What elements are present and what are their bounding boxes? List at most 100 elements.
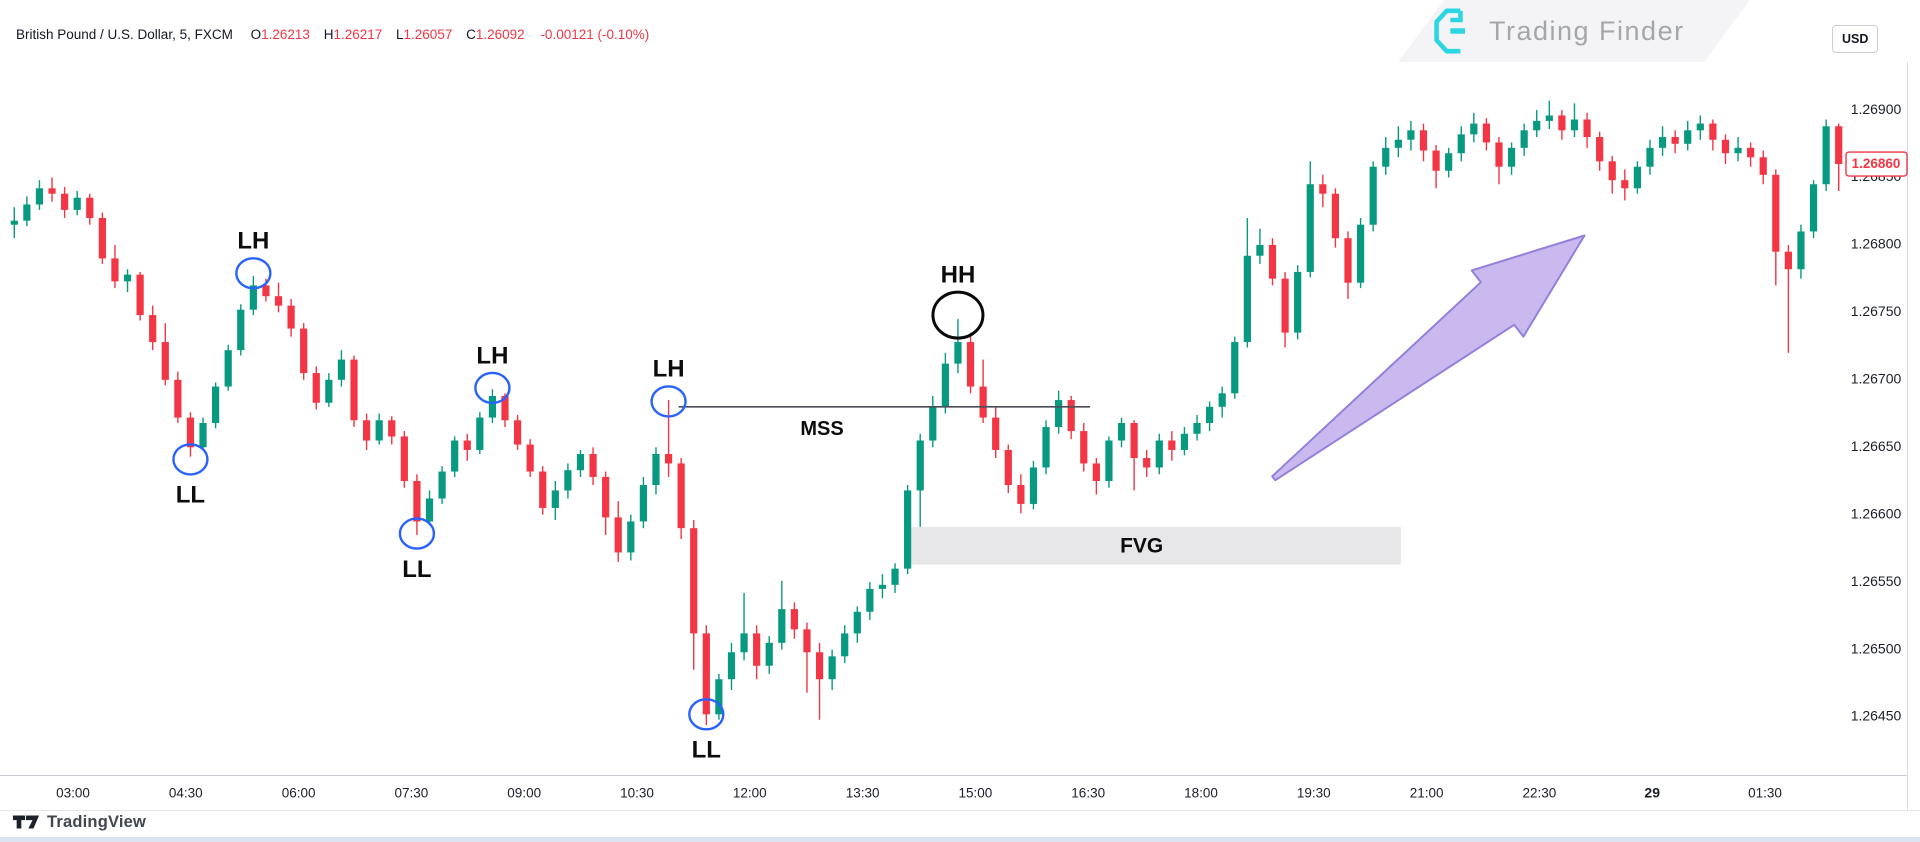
candle-body [23, 204, 31, 221]
candle-body [1155, 440, 1163, 468]
candle-body [1784, 251, 1792, 270]
fvg-zone [911, 526, 1401, 565]
swing-circle-ll [172, 443, 209, 476]
ohlc-low-label: L [396, 27, 404, 42]
candle-body [1507, 147, 1516, 167]
candle-body [878, 584, 887, 589]
candle-body [274, 296, 283, 306]
candle-body [891, 568, 899, 585]
swing-circle-ll [398, 517, 436, 550]
candle-body [1696, 123, 1704, 131]
candle-body [1268, 244, 1277, 279]
candle-body [1042, 427, 1050, 468]
candle-body [1797, 231, 1805, 270]
candle-body [35, 188, 44, 205]
candle-body [1671, 137, 1679, 144]
candle-body [1835, 126, 1843, 165]
candle-body [1709, 123, 1717, 140]
time-axis-label: 22:30 [1523, 786, 1557, 801]
candle-body [1747, 147, 1755, 158]
candle-body [1168, 440, 1176, 450]
candle-body [413, 480, 421, 522]
candle-body [564, 470, 572, 491]
candle-body [828, 656, 836, 680]
time-axis-label: 12:00 [733, 786, 767, 801]
swing-label-lh: LH [653, 356, 685, 383]
time-axis-label: 21:00 [1410, 786, 1444, 801]
candle-body [904, 490, 912, 569]
candle-body [1319, 184, 1327, 194]
candle-body [1545, 115, 1553, 121]
candle-body [1306, 184, 1314, 272]
swing-label-ll: LL [176, 482, 205, 509]
candle-body [1205, 406, 1214, 423]
trading-finder-icon [1432, 7, 1476, 55]
candle-body [1457, 134, 1465, 154]
candle-body [778, 609, 786, 643]
candle-body [199, 422, 207, 448]
candle-body [1080, 431, 1088, 464]
swing-circle-hh [931, 290, 985, 340]
swing-label-hh: HH [941, 261, 976, 288]
price-axis[interactable] [1846, 62, 1916, 775]
candle-body [1331, 193, 1340, 239]
candle-body [602, 476, 610, 518]
candle-body [1193, 422, 1201, 434]
candle-body [136, 274, 144, 316]
candle-body [664, 453, 673, 464]
swing-circle-lh [235, 257, 272, 290]
candle-body [1772, 174, 1780, 252]
ohlc-close-value: 1.26092 [475, 27, 525, 42]
time-axis-label: 01:30 [1748, 786, 1782, 801]
tradingview-icon [12, 815, 40, 829]
time-axis-label: 09:00 [507, 786, 541, 801]
candle-body [790, 609, 798, 630]
candle-body [1382, 147, 1390, 167]
candle-body [1482, 123, 1491, 143]
candle-body [916, 440, 924, 491]
candle-body [10, 220, 18, 225]
symbol-info-bar[interactable]: British Pound / U.S. Dollar, 5, FXCM O1.… [16, 27, 649, 42]
tradingview-logo-text: TradingView [47, 812, 147, 831]
tradingview-logo[interactable]: TradingView [12, 812, 146, 832]
candle-body [1608, 161, 1616, 181]
candle-body [513, 420, 522, 445]
candle-body [954, 342, 962, 364]
mss-label: MSS [800, 418, 843, 440]
candle-body [174, 379, 182, 418]
candle-body [1067, 400, 1075, 432]
time-axis-label: 19:30 [1297, 786, 1331, 801]
time-axis-label: 04:30 [169, 786, 203, 801]
candle-body [400, 436, 408, 481]
candle-body [1583, 119, 1591, 138]
current-price-value: 1.26860 [1852, 156, 1901, 171]
candle-body [488, 396, 497, 418]
candle-body [425, 498, 434, 522]
current-price-tag [1845, 151, 1908, 177]
candle-body [375, 420, 383, 441]
price-axis-label: 1.26600 [1851, 505, 1902, 521]
time-axis-label: 07:30 [395, 786, 429, 801]
candle-body [1180, 433, 1189, 450]
candle-body [501, 396, 509, 421]
trend-arrow [1271, 234, 1586, 482]
candle-body [1495, 142, 1503, 167]
price-axis-label: 1.26800 [1851, 236, 1902, 252]
candle-body [551, 490, 559, 508]
candle-body [1004, 449, 1012, 486]
candle-body [966, 342, 975, 387]
time-axis-label: 15:00 [959, 786, 993, 801]
time-axis[interactable] [0, 776, 1907, 809]
price-axis-label: 1.26450 [1851, 708, 1902, 724]
candle-body [249, 285, 257, 310]
ohlc-close-label: C [466, 27, 476, 42]
symbol-title[interactable]: British Pound / U.S. Dollar, 5, FXCM [16, 27, 233, 42]
brand-ribbon: Trading Finder [1398, 0, 1750, 62]
candle-body [186, 417, 195, 448]
candle-body [1231, 342, 1239, 394]
price-axis-label: 1.26750 [1851, 303, 1902, 319]
currency-selector[interactable]: USD [1832, 25, 1879, 53]
ohlc-low-value: 1.26057 [403, 27, 453, 42]
candle-body [1369, 166, 1377, 225]
